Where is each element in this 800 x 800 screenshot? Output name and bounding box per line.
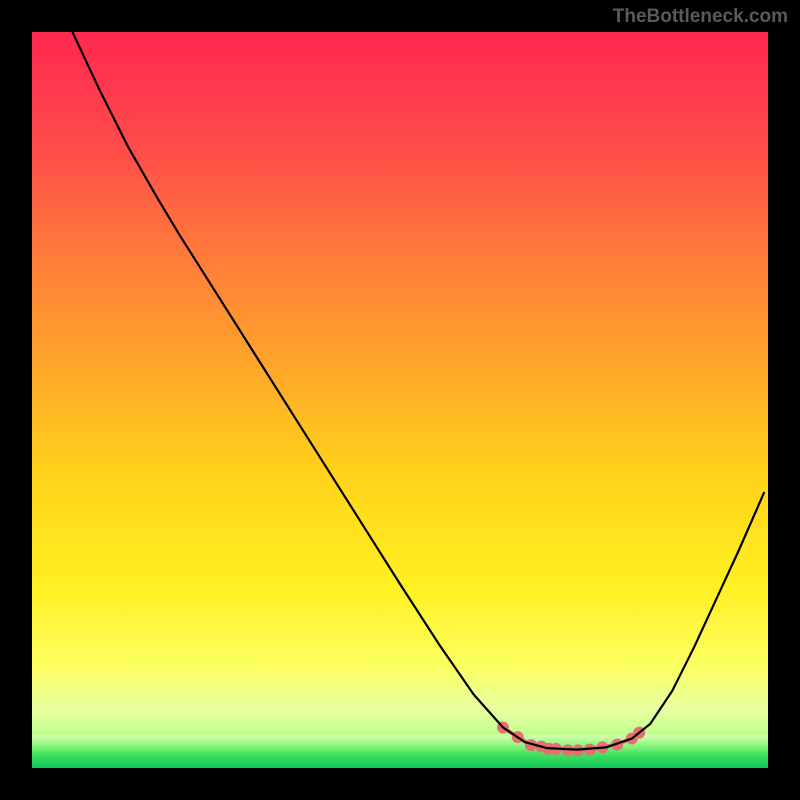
chart-frame: TheBottleneck.com [0,0,800,800]
plot-area [32,32,768,768]
curve-layer [32,32,768,768]
bottleneck-curve [72,32,764,750]
watermark-text: TheBottleneck.com [613,6,788,28]
